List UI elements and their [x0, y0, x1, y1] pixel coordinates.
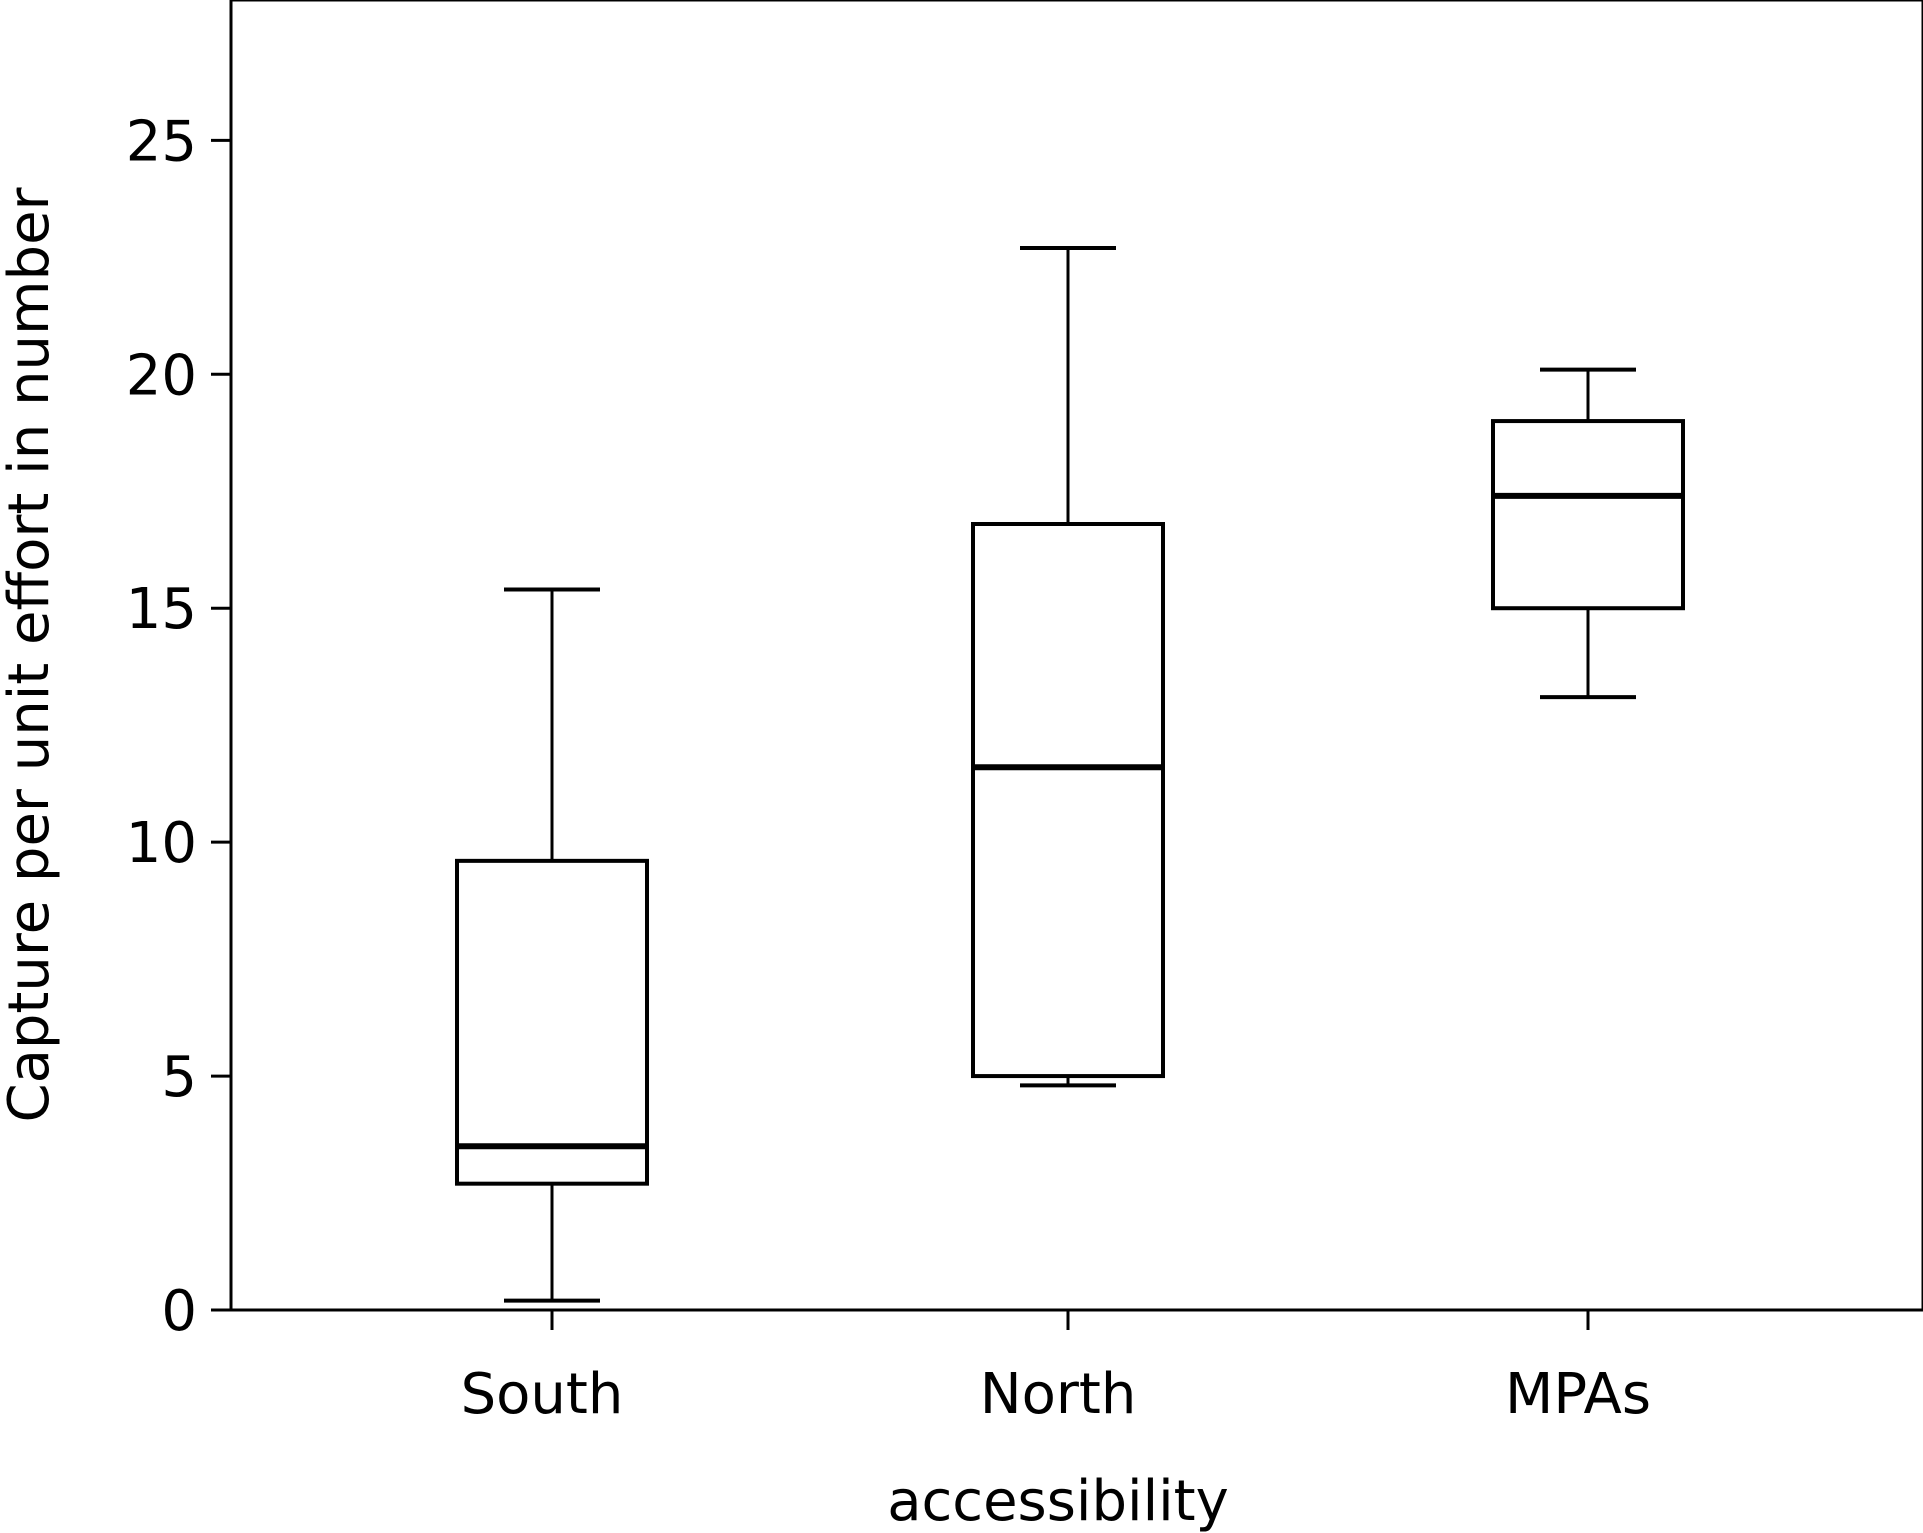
y-tick-label: 20: [126, 343, 197, 408]
box-group-south: [455, 587, 649, 1303]
iqr-box: [971, 522, 1165, 1079]
iqr-box: [455, 858, 649, 1186]
x-tick-label: South: [461, 1362, 624, 1427]
x-axis-title: accessibility: [887, 1469, 1229, 1533]
plot-frame: [229, 0, 1923, 1312]
boxes-layer: [455, 245, 1685, 1303]
x-axis: South North MPAs: [461, 1310, 1651, 1427]
x-tick-label: North: [980, 1362, 1137, 1427]
y-tick-label: 0: [161, 1279, 197, 1344]
y-tick-label: 10: [126, 811, 197, 876]
x-tick-label: MPAs: [1505, 1362, 1651, 1427]
y-tick-label: 15: [126, 577, 197, 642]
y-axis-title: Capture per unit effort in number: [0, 186, 62, 1122]
iqr-box: [1491, 419, 1685, 611]
y-axis: 0 5 10 15 20 25: [126, 109, 231, 1344]
y-tick-label: 25: [126, 109, 197, 174]
box-group-north: [971, 245, 1165, 1088]
y-tick-label: 5: [161, 1045, 197, 1110]
box-group-mpas: [1491, 367, 1685, 700]
